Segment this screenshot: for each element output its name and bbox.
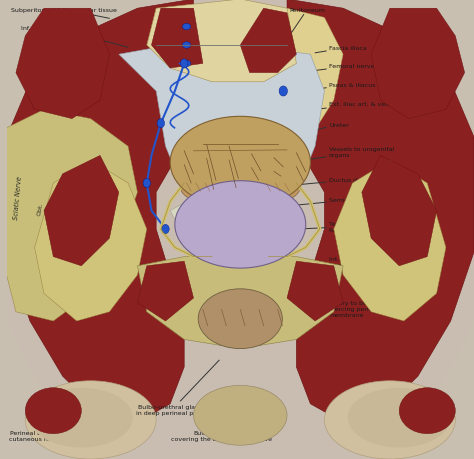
Polygon shape: [362, 156, 437, 266]
Text: Bladder: Bladder: [226, 157, 255, 163]
Polygon shape: [137, 257, 343, 349]
Text: Peritoneum: Peritoneum: [289, 8, 325, 37]
Text: Subperitoneal fatty-areolar tissue: Subperitoneal fatty-areolar tissue: [11, 8, 117, 19]
Text: Int. pudendal art.
& pudendal nerve
Ischiorectal fossa: Int. pudendal art. & pudendal nerve Isch…: [275, 257, 385, 274]
Ellipse shape: [181, 176, 220, 201]
Text: Perineal brs. of posterior
cutaneous nerve of thigh: Perineal brs. of posterior cutaneous ner…: [9, 414, 107, 442]
Ellipse shape: [260, 176, 300, 201]
Polygon shape: [7, 110, 137, 321]
Ellipse shape: [25, 388, 82, 434]
Polygon shape: [170, 184, 301, 230]
Polygon shape: [44, 156, 119, 266]
Text: Rectus: Rectus: [201, 79, 224, 86]
Polygon shape: [371, 9, 465, 119]
Text: Artery to bulb,
piercing perineal
membrane: Artery to bulb, piercing perineal membra…: [275, 300, 382, 317]
Ellipse shape: [143, 179, 151, 188]
Text: Sciatic Nerve: Sciatic Nerve: [13, 175, 23, 219]
Text: Obliterated umbilical art.: Obliterated umbilical art.: [161, 8, 240, 18]
Polygon shape: [287, 262, 343, 321]
Text: Psoas & iliacus: Psoas & iliacus: [310, 83, 375, 91]
Text: Ductus deferens: Ductus deferens: [292, 178, 381, 186]
Polygon shape: [147, 0, 296, 83]
Ellipse shape: [193, 386, 287, 445]
Ellipse shape: [279, 87, 288, 97]
Text: Ext. iliac art. & vein: Ext. iliac art. & vein: [310, 102, 391, 111]
Text: Ureter: Ureter: [306, 123, 349, 133]
Ellipse shape: [175, 181, 306, 269]
Ellipse shape: [399, 388, 456, 434]
Polygon shape: [240, 9, 296, 73]
Text: Tendinous arch,
Retropubic space: Tendinous arch, Retropubic space: [279, 221, 383, 232]
Ellipse shape: [198, 289, 283, 349]
Ellipse shape: [181, 60, 188, 69]
Polygon shape: [334, 161, 446, 321]
Ellipse shape: [182, 61, 191, 67]
Text: Inf. epigastric vessels: Inf. epigastric vessels: [20, 26, 128, 48]
Text: Fascia iliaca: Fascia iliaca: [315, 46, 367, 54]
Text: Femoral nerve: Femoral nerve: [310, 64, 374, 72]
Polygon shape: [152, 9, 203, 69]
Text: Obt.: Obt.: [36, 202, 44, 216]
Polygon shape: [119, 46, 324, 257]
Polygon shape: [35, 161, 147, 321]
Ellipse shape: [182, 43, 191, 49]
Text: Bulbo-spongiosus
covering the bulb, and its nerve: Bulbo-spongiosus covering the bulb, and …: [171, 392, 272, 442]
Ellipse shape: [157, 119, 164, 129]
Polygon shape: [137, 262, 193, 321]
Polygon shape: [278, 0, 474, 422]
Text: Urachus: Urachus: [189, 26, 217, 40]
Ellipse shape: [25, 381, 156, 459]
Ellipse shape: [30, 388, 133, 448]
Text: Prostate
(enlarged): Prostate (enlarged): [222, 217, 259, 231]
Polygon shape: [16, 9, 109, 119]
Ellipse shape: [348, 388, 451, 448]
Ellipse shape: [170, 117, 310, 209]
Ellipse shape: [182, 24, 191, 31]
Text: Internus: Internus: [44, 216, 54, 243]
Text: Vessels to urogenital
organs: Vessels to urogenital organs: [299, 147, 394, 162]
Text: Bulbo-urethral glands
in deep perineal pouch: Bulbo-urethral glands in deep perineal p…: [136, 360, 219, 415]
Polygon shape: [7, 0, 203, 422]
Text: Seminal vesicle: Seminal vesicle: [287, 198, 378, 207]
Ellipse shape: [162, 225, 169, 234]
Ellipse shape: [324, 381, 456, 459]
Polygon shape: [250, 9, 343, 161]
